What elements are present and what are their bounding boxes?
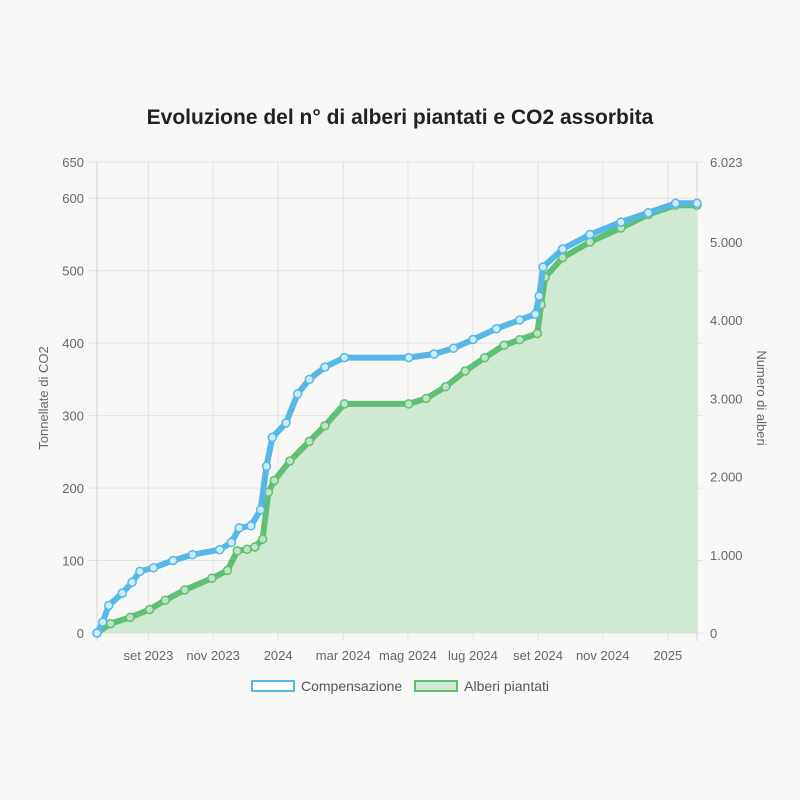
x-tick-label: nov 2023 [186,648,240,663]
alberi-point [514,334,525,345]
y-left-tick-label: 300 [62,409,84,424]
alberi-point [304,436,315,447]
alberi-point [320,421,330,431]
compensazione-point [514,315,525,325]
compensazione-point [339,352,350,363]
alberi-point [179,585,190,595]
compensazione-point [491,323,502,334]
alberi-point [257,534,268,544]
y-left-tick-label: 200 [62,481,84,496]
compensazione-point [643,207,654,218]
legend-item-alberi[interactable]: Alberi piantati [414,678,549,694]
compensazione-point [226,537,237,548]
y-right-tick-label: 1.000 [710,548,743,563]
series-alberi-line [94,202,700,636]
y-left-tick-label: 400 [62,336,84,351]
compensazione-point [135,566,145,577]
compensazione-point [403,352,414,363]
x-tick-label: nov 2024 [576,648,630,663]
y-left-tick-label: 650 [62,155,84,170]
chart-title: Evoluzione del n° di alberi piantati e C… [146,106,654,129]
compensazione-point [168,555,178,566]
legend-item-compensazione[interactable]: Compensazione [251,678,402,694]
compensazione-point [255,505,266,515]
alberi-point [222,565,233,576]
y-left-tick-label: 100 [62,554,84,569]
alberi-point [532,328,543,339]
compensazione-point [429,349,439,359]
alberi-point [269,475,280,486]
alberi-point [160,595,170,605]
alberi-point [207,573,217,584]
alberi-point [460,366,470,376]
series-alberi-area [97,205,697,633]
compensazione-point [214,544,225,555]
y-right-axis-title: Numero di alberi [754,350,769,445]
alberi-point [285,456,295,466]
y-right-tick-label: 5.000 [710,235,743,250]
compensazione-point [534,291,544,301]
y-right-tick-label: 3.000 [710,391,743,406]
alberi-point [250,542,260,552]
compensazione-point [246,521,256,531]
y-right-tick-label: 2.000 [710,470,743,485]
legend-label-alberi: Alberi piantati [464,678,549,694]
compensazione-point [557,244,568,254]
compensazione-point [267,432,278,443]
alberi-point [105,618,116,629]
compensazione-point [468,334,478,345]
compensazione-point [92,628,102,638]
x-tick-label: set 2024 [513,648,563,663]
compensazione-point [448,343,459,353]
compensazione-point [127,577,137,588]
y-left-axis-title: Tonnellate di CO2 [36,346,51,449]
y-right-tick-label: 0 [710,626,717,641]
compensazione-point [292,389,303,399]
legend-swatch-compensazione [251,680,295,692]
alberi-point [232,546,243,556]
y-right-tick-label: 6.023 [710,155,743,170]
alberi-point [125,612,135,623]
alberi-point [440,381,451,392]
alberi-point [421,393,431,404]
y-left-tick-label: 600 [62,191,84,206]
alberi-point [499,340,509,350]
compensazione-point [234,523,244,533]
x-tick-label: mag 2024 [379,648,437,663]
alberi-point [242,544,252,555]
y-right-tick-label: 4.000 [710,313,743,328]
compensazione-point [261,461,272,472]
compensazione-point [320,362,330,372]
compensazione-point [98,617,108,627]
legend-label-compensazione: Compensazione [301,678,403,694]
x-tick-label: set 2023 [123,648,173,663]
compensazione-point [530,309,541,319]
y-left-tick-label: 0 [77,626,84,641]
y-left-tick-label: 500 [62,264,84,279]
compensazione-point [103,600,114,611]
x-tick-label: 2024 [264,648,293,663]
compensazione-point [616,217,626,227]
alberi-point [144,604,155,615]
x-tick-label: lug 2024 [448,648,498,663]
compensazione-point [187,549,198,560]
compensazione-point [538,262,548,272]
compensazione-point [585,229,595,240]
alberi-point [479,352,490,363]
legend-swatch-alberi [414,680,459,692]
x-tick-label: mar 2024 [316,648,371,663]
compensazione-point [148,563,159,573]
compensazione-point [117,588,128,598]
x-tick-label: 2025 [653,648,682,663]
compensazione-point [281,418,291,428]
alberi-point [339,399,350,409]
compensazione-point [670,198,681,209]
alberi-point [403,399,414,409]
legend: Compensazione Alberi piantati [0,678,800,694]
compensazione-point [304,374,315,385]
compensazione-point [692,198,702,209]
